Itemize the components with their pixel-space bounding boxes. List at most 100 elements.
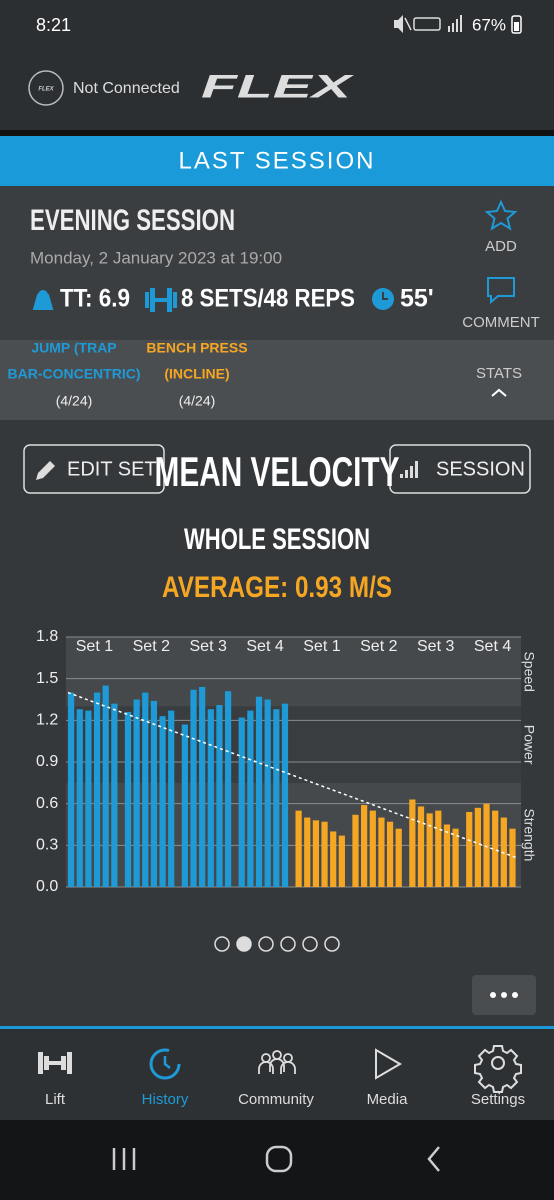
bar: [224, 691, 232, 887]
y-tick-label: 0.6: [36, 795, 58, 812]
bar: [304, 817, 311, 887]
chevron-up[interactable]: [491, 388, 507, 397]
stats-toggle[interactable]: STATS: [476, 365, 522, 382]
battery-icon: [511, 15, 522, 34]
bar: [199, 687, 206, 887]
bar: [255, 696, 263, 887]
dumbbell-icon: [145, 288, 177, 312]
bar: [338, 835, 345, 887]
bar: [466, 812, 473, 887]
status-icons: [394, 15, 462, 33]
more-icon: [490, 992, 518, 998]
add-action[interactable]: ADD: [485, 238, 517, 255]
clock: 8:21: [36, 15, 71, 35]
trend-line: [67, 691, 518, 859]
nav-label[interactable]: Lift: [45, 1091, 66, 1108]
edit-set-button[interactable]: [23, 444, 165, 494]
bar: [124, 712, 132, 887]
bar: [247, 710, 254, 887]
zone-band: [66, 637, 521, 707]
y-tick-label: 0.0: [36, 878, 58, 895]
pencil-icon: [36, 461, 55, 480]
bar: [474, 807, 481, 887]
bar: [361, 805, 368, 887]
weight-icon: [32, 290, 54, 310]
y-tick-label: 1.2: [36, 712, 58, 729]
y-tick-label: 0.9: [36, 753, 58, 770]
app-logo: FLEX: [201, 68, 354, 104]
exercise-name[interactable]: (INCLINE): [164, 366, 229, 382]
bar: [159, 716, 166, 887]
badge-logo: FLEX: [38, 87, 54, 93]
history-icon[interactable]: [149, 1048, 181, 1080]
set-label: Set 3: [417, 638, 454, 655]
bar: [330, 831, 337, 887]
lift-icon[interactable]: [38, 1052, 72, 1074]
add-icon[interactable]: [484, 199, 518, 231]
nav-label[interactable]: Media: [367, 1091, 409, 1108]
bar: [321, 821, 328, 887]
bar: [395, 828, 402, 887]
bar: [190, 689, 197, 887]
page-dot[interactable]: [280, 936, 296, 952]
bar: [295, 810, 302, 887]
plot: Speed Power Strength 0.0 0.3 0.6 0.9 1.2 1.5 1.8 S…: [36, 628, 537, 895]
bar: [142, 692, 149, 887]
status-bar: [0, 0, 554, 50]
zone-label: Power: [521, 725, 537, 765]
session-button[interactable]: [389, 444, 531, 494]
comment-icon[interactable]: [487, 277, 515, 305]
set-label: Set 1: [76, 638, 113, 655]
bar: [509, 828, 516, 887]
connection-status[interactable]: Not Connected: [73, 80, 180, 97]
page-dot-active[interactable]: [236, 936, 252, 952]
system-buttons: [112, 1145, 440, 1173]
divider: [0, 130, 554, 136]
y-tick-label: 1.5: [36, 670, 58, 687]
bar: [369, 810, 376, 887]
exercise-name[interactable]: BAR-CONCENTRIC): [8, 366, 141, 382]
session-sets: 8 SETS/48 REPS: [181, 285, 355, 313]
page-dot[interactable]: [258, 936, 274, 952]
chart-subtitle: WHOLE SESSION: [184, 523, 370, 556]
chart-annotation: AVERAGE: 0.93 M/S: [162, 571, 392, 604]
back-button[interactable]: [427, 1146, 440, 1172]
session-label[interactable]: SESSION: [436, 458, 525, 480]
bar: [378, 817, 385, 887]
y-tick-label: 0.3: [36, 837, 58, 854]
edit-set-label[interactable]: EDIT SET: [67, 458, 157, 480]
battery-fill: [514, 22, 519, 31]
nav-label-active[interactable]: History: [142, 1091, 189, 1108]
recents-button[interactable]: [112, 1148, 136, 1170]
banner-title: LAST SESSION: [179, 147, 376, 174]
comment-action[interactable]: COMMENT: [462, 314, 540, 331]
session-panel: [0, 186, 554, 340]
nav-label[interactable]: Settings: [471, 1091, 525, 1108]
clock-hands: [382, 292, 388, 300]
exercise-tabs: [0, 340, 554, 420]
set-label: Set 4: [474, 638, 511, 655]
bar: [93, 692, 101, 887]
settings-icon[interactable]: [474, 1045, 522, 1093]
home-button[interactable]: [265, 1145, 293, 1173]
media-icon[interactable]: [375, 1048, 402, 1080]
nav-divider: [0, 1026, 554, 1029]
bar: [435, 810, 442, 887]
zone-label: Speed: [521, 651, 537, 691]
bar: [238, 717, 245, 887]
page-dot[interactable]: [214, 936, 230, 952]
nav-label[interactable]: Community: [238, 1091, 314, 1108]
page-dot[interactable]: [324, 936, 340, 952]
exercise-name[interactable]: JUMP (TRAP: [31, 340, 116, 356]
bar: [452, 828, 459, 887]
exercise-name[interactable]: BENCH PRESS: [146, 340, 247, 356]
bar: [102, 685, 109, 887]
session-duration: 55': [400, 285, 434, 313]
page-dot[interactable]: [302, 936, 318, 952]
community-icon[interactable]: [258, 1050, 296, 1074]
app-header: [0, 50, 554, 130]
pager: [214, 936, 340, 952]
device-badge[interactable]: [28, 70, 64, 106]
bar: [273, 709, 280, 887]
